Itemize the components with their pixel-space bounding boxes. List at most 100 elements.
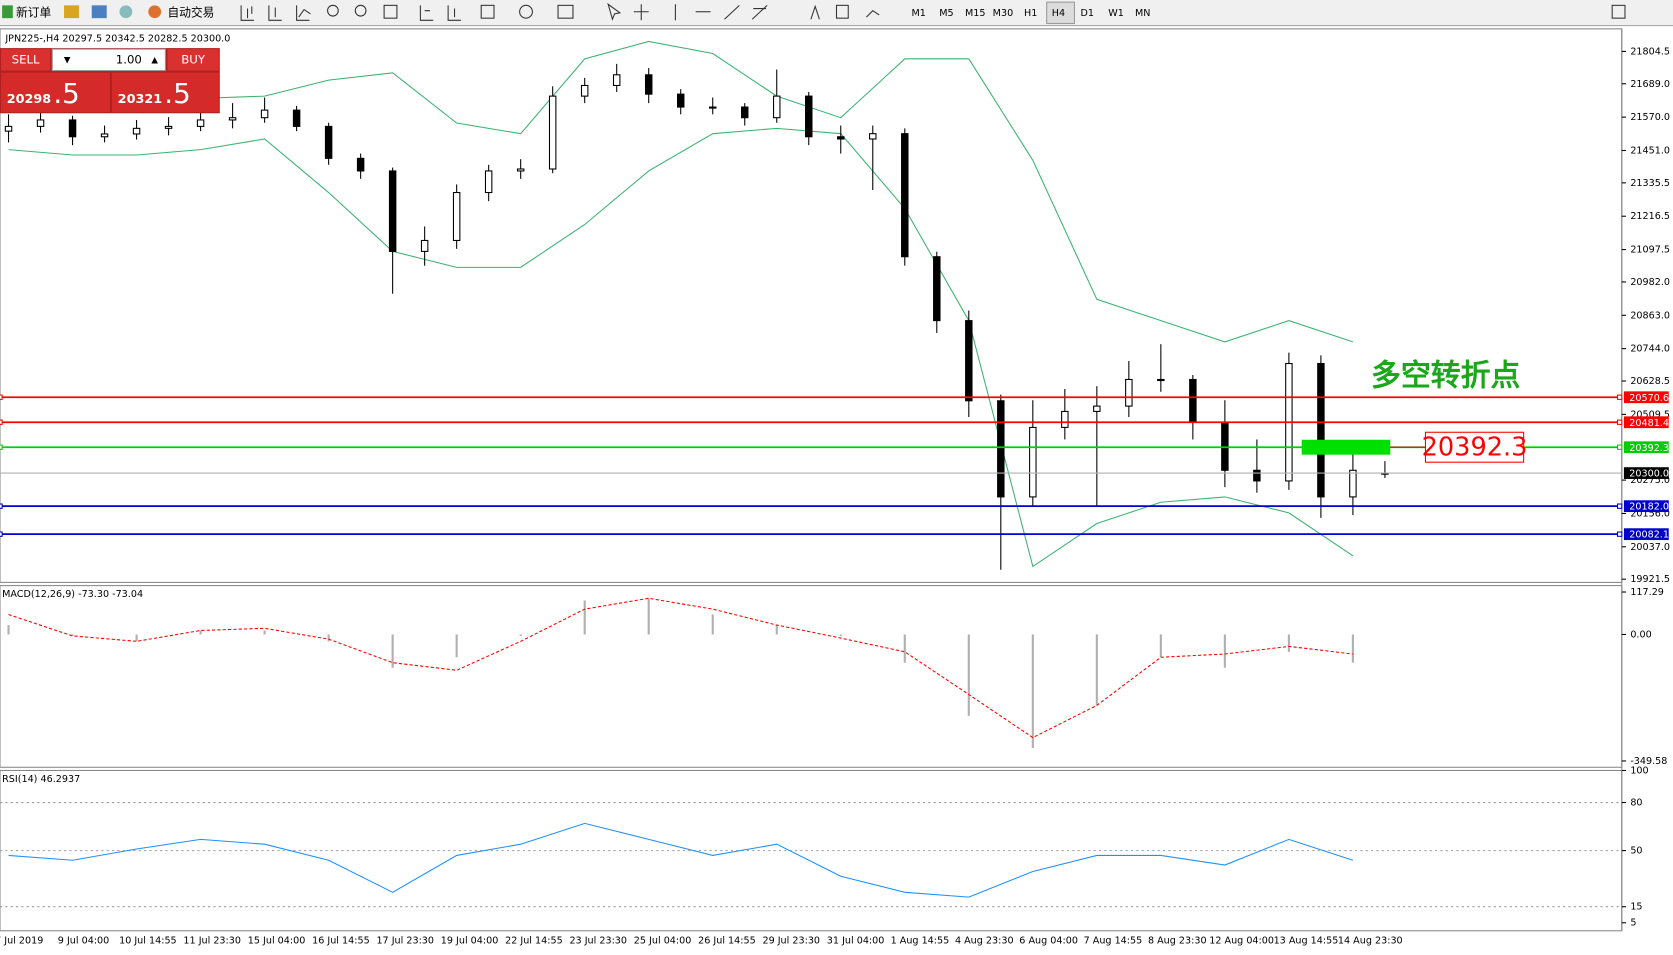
price-tag [1623,391,1669,404]
candle-body [1029,426,1037,498]
macd-bar [1351,634,1354,663]
price-tag [1623,441,1669,454]
candle-body [356,157,365,172]
y-tick-label: 20509.5 [1630,409,1670,420]
macd-bar [839,634,842,636]
candle-body [1125,378,1133,407]
x-tick-label: 10 Jul 14:55 [119,935,177,946]
x-tick-label: 12 Aug 04:00 [1209,935,1274,946]
candle-body [869,133,877,140]
macd-bar [775,625,778,635]
timeframe-button[interactable]: D1 [1080,8,1094,19]
y-tick-label: 21804.5 [1630,46,1670,57]
x-tick-label: 7 Aug 14:55 [1084,935,1143,946]
candle-body [708,106,717,109]
y-tick-label: 15 [1630,902,1642,913]
x-tick-label: 1 Aug 14:55 [891,935,950,946]
y-tick-label: 20275.0 [1630,475,1670,486]
y-tick-label: 20982.0 [1630,277,1670,288]
lot-input[interactable] [51,48,166,72]
price-tag [1623,416,1669,429]
icon[interactable] [64,5,79,19]
timeframe-button[interactable]: H4 [1052,8,1065,19]
toolbar-icons[interactable] [240,2,880,21]
timeframe-button[interactable]: M1 [911,8,925,19]
timeframe-button[interactable]: M30 [993,8,1014,19]
candle-body [36,119,45,127]
y-tick-label: 19921.5 [1630,574,1670,585]
line-handle [1616,419,1623,425]
buy-price-main[interactable]: 20321 [118,92,163,107]
line-handle [1616,531,1623,537]
candle-body [741,106,749,119]
candle-body [1253,469,1261,482]
icon[interactable] [119,5,133,19]
buy-label[interactable]: BUY [181,52,206,66]
line-handle [1616,444,1623,450]
buy-price-box[interactable] [112,72,219,113]
lot-value[interactable]: 1.00 [116,52,142,66]
x-tick-label: 13 Aug 14:55 [1274,935,1339,946]
macd-panel [0,585,1623,768]
candle-body [68,119,77,138]
y-tick-label: 21570.0 [1630,112,1670,123]
y-tick-label: 80 [1630,798,1642,809]
price-tag [1623,528,1669,541]
candle-body [4,125,13,132]
y-tick-label: 20037.0 [1630,542,1670,553]
y-tick-label: 100 [1630,765,1648,776]
macd-bar [1159,634,1162,658]
candle-body [965,320,973,402]
sell-price-frac[interactable]: .5 [53,77,79,110]
macd-bar [263,630,266,635]
line-handle [0,503,3,509]
candle-body [292,109,301,127]
auto-trading-button[interactable]: 自动交易 [168,5,215,19]
search-icon[interactable] [1611,4,1626,19]
y-tick-label: 5 [1630,918,1636,929]
x-tick-label: 16 Jul 14:55 [312,935,370,946]
candle-body [196,119,205,127]
sell-price-main[interactable]: 20298 [7,92,52,107]
price-tag-label: 20392.3 [1629,443,1669,454]
lot-down[interactable]: ▼ [64,55,71,65]
active-timeframe[interactable] [1046,1,1075,25]
x-tick-label: 26 Jul 14:55 [698,935,756,946]
macd-bar [1223,634,1226,668]
icon[interactable] [91,5,107,19]
buy-button[interactable] [167,49,219,71]
macd-title: MACD(12,26,9) -73.30 -73.04 [2,589,143,600]
timeframe-button[interactable]: M15 [965,8,986,19]
macd-bar [967,634,970,716]
sell-price-box[interactable] [1,72,110,113]
x-tick-label: 25 Jul 04:00 [634,935,692,946]
new-order-button[interactable]: 新订单 [16,5,51,19]
auto-trading-icon[interactable] [148,5,162,19]
x-tick-label: 4 Aug 23:30 [955,935,1014,946]
candle-body [1317,362,1325,498]
candle-body [1349,469,1357,498]
macd-bar [583,600,586,635]
y-tick-label: 20156.0 [1630,508,1670,519]
timeframe-button[interactable]: W1 [1108,8,1124,19]
sell-label[interactable]: SELL [12,52,40,66]
sell-button[interactable] [1,49,51,71]
candle-body [612,74,621,87]
macd-bar [391,634,394,668]
candle-body [324,125,333,159]
macd-bar [647,598,650,635]
timeframe-button[interactable]: MN [1135,8,1150,19]
timeframe-button[interactable]: H1 [1024,8,1037,19]
line-handle [0,394,3,400]
buy-price-frac[interactable]: .5 [164,77,190,110]
trade-panel: SELL ▼ 1.00 ▲ BUY 20298 .5 20321 .5 [0,48,220,114]
y-tick-label: 20744.0 [1630,344,1670,355]
lot-up[interactable]: ▲ [151,55,158,65]
new-order-icon[interactable] [2,5,13,19]
candle-body [676,93,685,108]
annotation-box [1424,431,1525,463]
y-tick-label: 21451.0 [1630,145,1670,156]
line-handle [1616,394,1623,400]
timeframe-button[interactable]: M5 [939,8,953,19]
